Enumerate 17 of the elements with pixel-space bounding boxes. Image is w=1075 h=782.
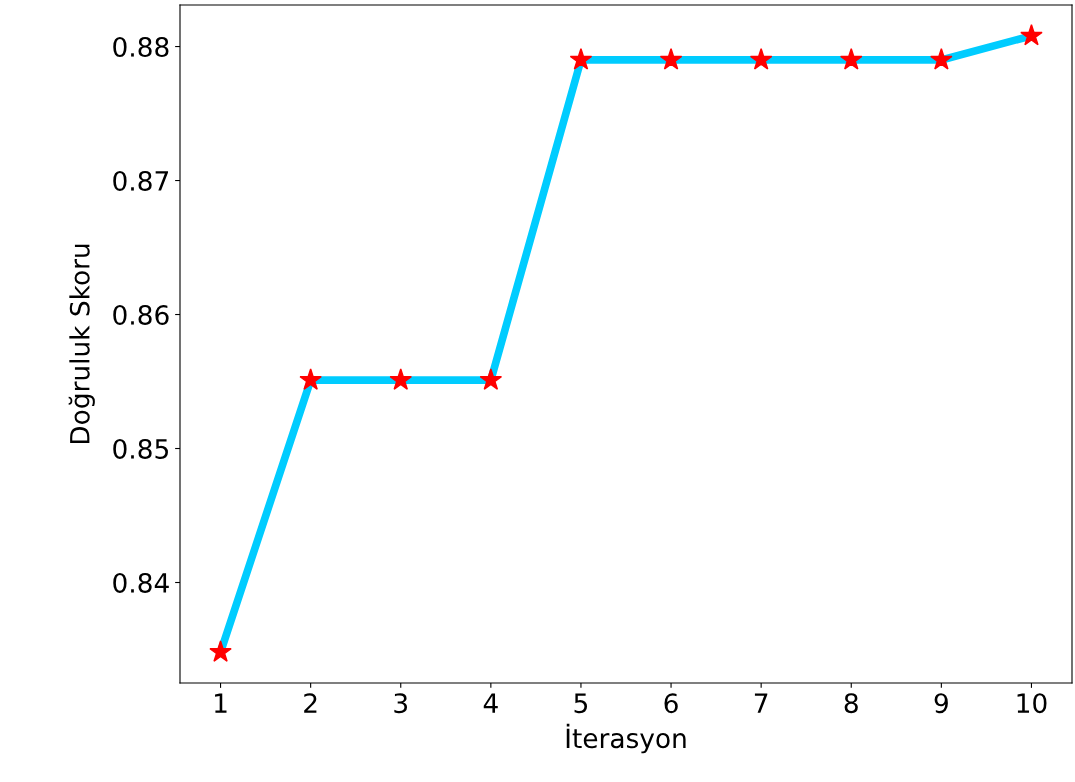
y-tick-label: 0.86 — [113, 304, 169, 325]
x-tick-label: 1 — [215, 693, 227, 713]
y-tick-label: 0.84 — [113, 572, 169, 593]
y-tick-label: 0.87 — [113, 170, 169, 191]
x-tick-label: 2 — [304, 693, 317, 713]
x-tick-label: 4 — [483, 693, 498, 713]
y-tick-label: 0.85 — [113, 438, 168, 459]
y-tick-label: 0.88 — [113, 36, 169, 57]
x-tick-label: 8 — [844, 693, 858, 714]
x-tick-label: 10 — [1017, 693, 1047, 714]
y-axis-title: Doğruluk Skoru — [68, 244, 95, 444]
x-tick-label: 5 — [574, 693, 588, 714]
x-tick-label: 3 — [394, 693, 408, 714]
x-axis-title: İterasyon — [566, 723, 686, 754]
x-tick-label: 6 — [664, 693, 678, 714]
x-tick-label: 9 — [934, 693, 948, 714]
x-tick-label: 7 — [754, 693, 768, 713]
